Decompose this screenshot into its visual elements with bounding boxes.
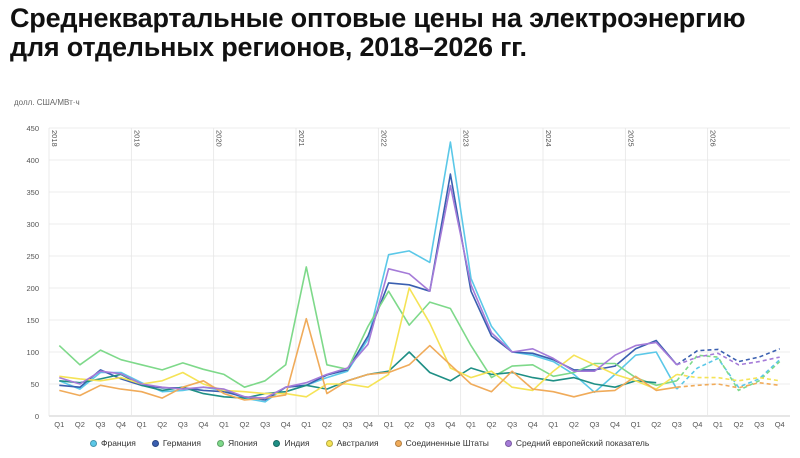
year-label: 2024 — [544, 130, 553, 147]
year-label: 2026 — [709, 130, 718, 147]
x-tick-label: Q1 — [219, 420, 229, 429]
legend-item: Австралия — [325, 438, 379, 448]
x-tick-label: Q4 — [692, 420, 702, 429]
x-tick-label: Q2 — [569, 420, 579, 429]
legend-swatch — [394, 439, 402, 447]
x-tick-label: Q4 — [198, 420, 208, 429]
chart-legend: Франция Германия Япония Индия Австралия Соеди… — [90, 438, 649, 448]
series-line-forecast — [676, 373, 780, 382]
y-tick-label: 300 — [26, 220, 39, 229]
x-tick-label: Q3 — [589, 420, 599, 429]
legend-item: Соединенные Штаты — [394, 438, 489, 448]
chart-title: Среднеквартальные оптовые цены на электр… — [10, 3, 746, 62]
legend-item: Франция — [90, 438, 136, 448]
y-axis-unit: долл. США/МВт·ч — [14, 98, 80, 107]
y-tick-label: 0 — [35, 412, 39, 421]
x-tick-label: Q2 — [404, 420, 414, 429]
x-tick-label: Q4 — [445, 420, 455, 429]
legend-label: Франция — [101, 438, 136, 448]
y-tick-label: 450 — [26, 124, 39, 133]
x-tick-label: Q2 — [322, 420, 332, 429]
legend-label: Соединенные Штаты — [405, 438, 489, 448]
y-tick-label: 150 — [26, 316, 39, 325]
legend-item: Япония — [216, 438, 258, 448]
series-line — [59, 317, 677, 401]
legend-label: Австралия — [336, 438, 379, 448]
x-tick-label: Q3 — [672, 420, 682, 429]
year-label: 2018 — [50, 130, 59, 147]
year-label: 2019 — [132, 130, 141, 147]
y-tick-label: 50 — [31, 380, 39, 389]
series-line — [59, 184, 678, 399]
legend-swatch — [216, 439, 224, 447]
year-label: 2020 — [215, 130, 224, 147]
series-line-forecast — [676, 357, 781, 390]
series-line-forecast — [676, 381, 780, 389]
x-tick-label: Q1 — [713, 420, 723, 429]
y-tick-label: 100 — [26, 348, 39, 357]
series-line — [58, 266, 677, 389]
x-tick-label: Q2 — [734, 420, 744, 429]
year-label: 2022 — [379, 130, 388, 147]
legend-swatch — [504, 439, 512, 447]
year-label: 2025 — [626, 130, 635, 147]
year-label: 2023 — [462, 130, 471, 147]
y-tick-label: 400 — [26, 156, 39, 165]
series-line — [59, 173, 678, 401]
x-tick-label: Q3 — [260, 420, 270, 429]
x-tick-label: Q3 — [507, 420, 517, 429]
y-tick-label: 250 — [26, 252, 39, 261]
legend-item: Средний европейский показатель — [504, 438, 650, 448]
y-tick-label: 350 — [26, 188, 39, 197]
legend-swatch — [151, 439, 159, 447]
series-line — [59, 351, 657, 399]
x-tick-label: Q4 — [528, 420, 538, 429]
x-tick-label: Q1 — [54, 420, 64, 429]
x-tick-label: Q4 — [116, 420, 126, 429]
x-tick-label: Q2 — [487, 420, 497, 429]
x-tick-label: Q4 — [363, 420, 373, 429]
x-tick-label: Q2 — [157, 420, 167, 429]
series-line — [59, 141, 678, 403]
legend-label: Япония — [227, 438, 258, 448]
legend-label: Средний европейский показатель — [515, 438, 650, 448]
legend-swatch — [90, 439, 97, 447]
x-tick-label: Q4 — [775, 420, 785, 429]
year-label: 2021 — [297, 130, 306, 147]
x-tick-label: Q1 — [301, 420, 311, 429]
x-tick-label: Q1 — [384, 420, 394, 429]
x-tick-label: Q3 — [754, 420, 764, 429]
x-tick-label: Q3 — [342, 420, 352, 429]
series-line — [59, 287, 678, 398]
legend-item: Германия — [151, 438, 201, 448]
legend-item: Индия — [273, 438, 310, 448]
x-tick-label: Q4 — [610, 420, 620, 429]
y-tick-label: 200 — [26, 284, 39, 293]
x-tick-label: Q3 — [425, 420, 435, 429]
x-tick-label: Q2 — [651, 420, 661, 429]
x-tick-label: Q1 — [548, 420, 558, 429]
legend-swatch — [325, 439, 333, 447]
x-tick-label: Q4 — [281, 420, 291, 429]
legend-swatch — [273, 439, 281, 447]
legend-label: Индия — [284, 438, 310, 448]
x-tick-label: Q3 — [178, 420, 188, 429]
series-line-forecast — [676, 348, 780, 366]
x-tick-label: Q1 — [631, 420, 641, 429]
x-tick-label: Q1 — [466, 420, 476, 429]
x-tick-label: Q1 — [137, 420, 147, 429]
x-tick-label: Q2 — [75, 420, 85, 429]
x-tick-label: Q3 — [95, 420, 105, 429]
legend-label: Германия — [162, 438, 201, 448]
x-tick-label: Q2 — [240, 420, 250, 429]
